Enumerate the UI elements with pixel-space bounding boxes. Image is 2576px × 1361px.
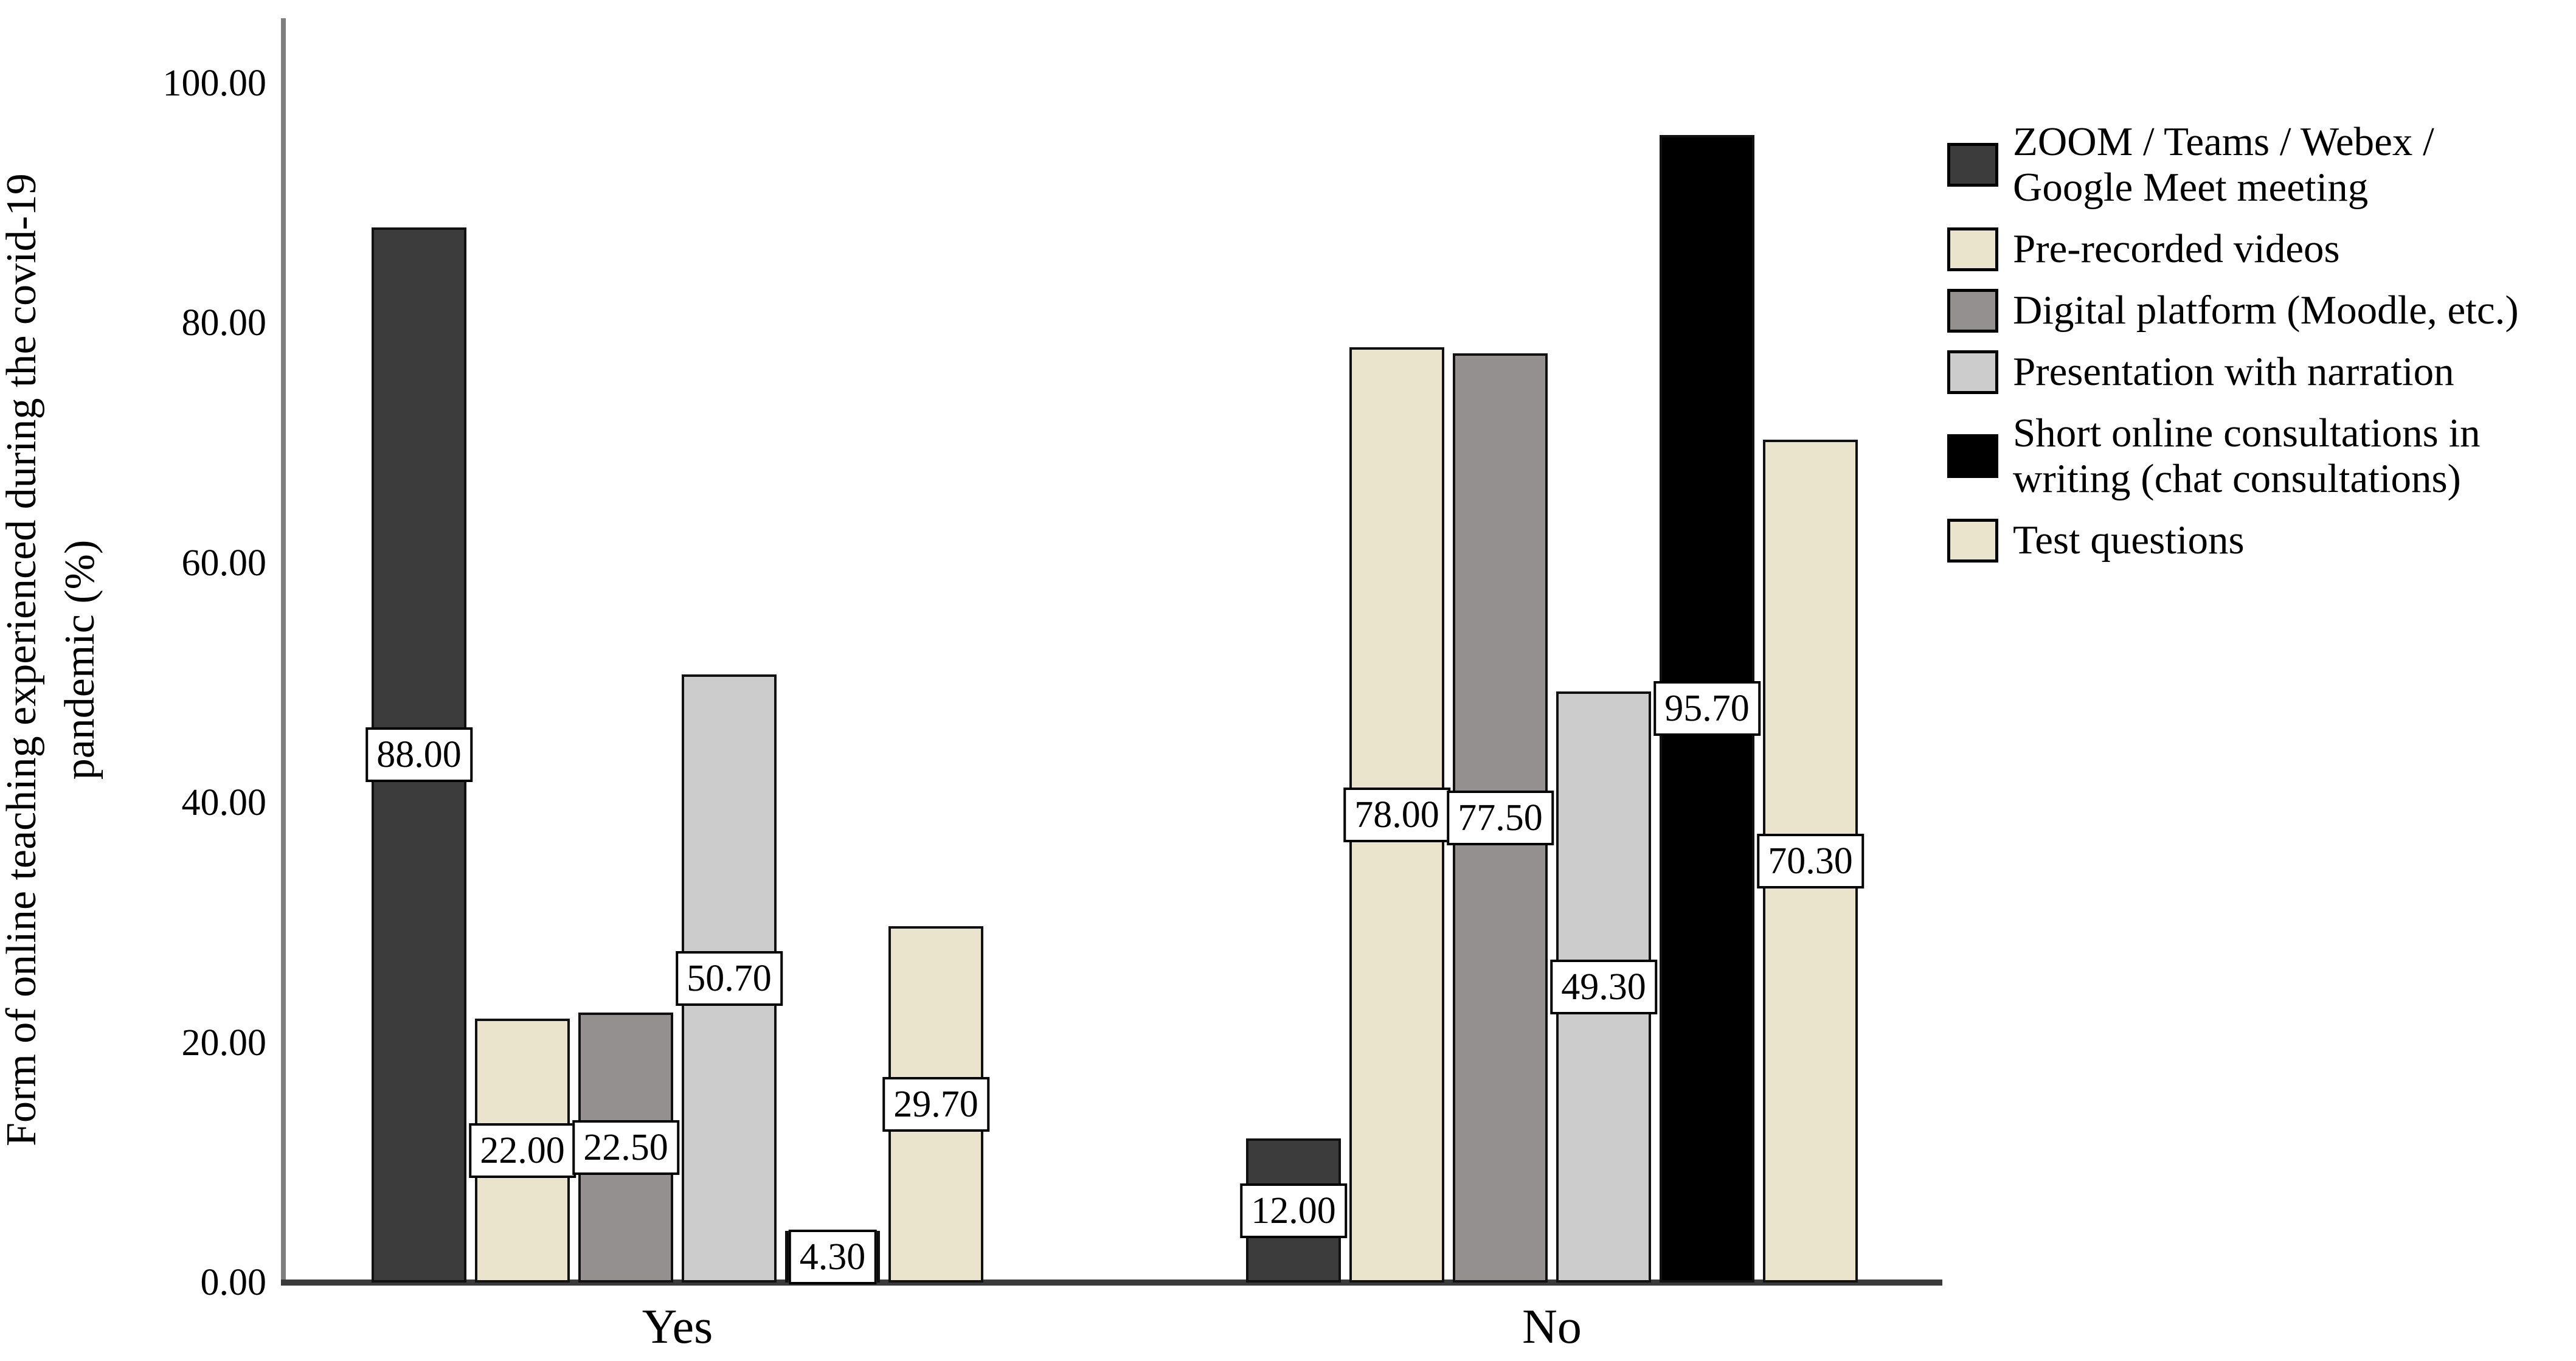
x-category-label-yes: Yes [642,1300,713,1354]
legend-label-line: writing (chat consultations) [2013,456,2461,501]
y-axis-title-line2: pandemic (%) [57,539,103,780]
legend-label-line: Presentation with narration [2013,349,2454,394]
value-label: 95.70 [1653,681,1761,736]
value-label: 29.70 [882,1077,989,1132]
legend-label: Pre-recorded videos [2013,226,2340,272]
legend-item: ZOOM / Teams / Webex / Google Meet meetin… [1947,119,2576,210]
legend-swatch [1947,434,1998,478]
legend-label-line: Digital platform (Moodle, etc.) [2013,288,2519,333]
legend-item: Test questions [1947,518,2576,563]
legend-swatch [1947,350,1998,394]
value-label: 49.30 [1550,959,1657,1014]
y-tick-label: 0.00 [200,1262,267,1303]
legend-item: Pre-recorded videos [1947,226,2576,272]
legend-label: ZOOM / Teams / Webex / Google Meet meetin… [2013,119,2434,210]
legend-label: Digital platform (Moodle, etc.) [2013,288,2519,333]
y-tick-label: 100.00 [162,63,267,104]
value-label: 88.00 [365,727,473,783]
value-label: 22.50 [572,1120,679,1176]
value-label: 4.30 [788,1229,877,1284]
legend-label-line: ZOOM / Teams / Webex / [2013,119,2434,164]
legend-label-line: Short online consultations in [2013,410,2481,455]
value-label: 77.50 [1447,790,1554,845]
legend-swatch [1947,518,1998,563]
legend-label: Short online consultations in writing (ch… [2013,410,2481,502]
value-label: 78.00 [1343,787,1450,842]
y-tick-label: 20.00 [181,1022,267,1064]
legend-item: Digital platform (Moodle, etc.) [1947,288,2576,333]
y-axis-title-line1: Form of online teaching experienced duri… [0,173,45,1146]
legend-swatch [1947,288,1998,333]
legend-label-line: Google Meet meeting [2013,165,2369,210]
legend: ZOOM / Teams / Webex / Google Meet meetin… [1947,119,2576,579]
value-label: 12.00 [1240,1183,1347,1238]
legend-label: Test questions [2013,518,2245,563]
x-axis-line [281,1280,1942,1286]
value-label: 70.30 [1757,833,1864,888]
legend-swatch [1947,227,1998,271]
value-label: 50.70 [676,951,783,1006]
value-label: 22.00 [469,1123,576,1179]
y-tick-label: 60.00 [181,542,267,584]
legend-item: Short online consultations in writing (ch… [1947,410,2576,502]
y-axis-title: Form of online teaching experienced duri… [0,0,110,1359]
legend-swatch [1947,143,1998,187]
y-tick-label: 40.00 [181,782,267,824]
legend-item: Presentation with narration [1947,349,2576,395]
legend-label: Presentation with narration [2013,349,2454,395]
y-tick-label: 80.00 [181,302,267,344]
legend-label-line: Test questions [2013,518,2245,563]
x-category-label-no: No [1522,1300,1582,1354]
y-axis-line [281,18,286,1285]
legend-label-line: Pre-recorded videos [2013,226,2340,271]
